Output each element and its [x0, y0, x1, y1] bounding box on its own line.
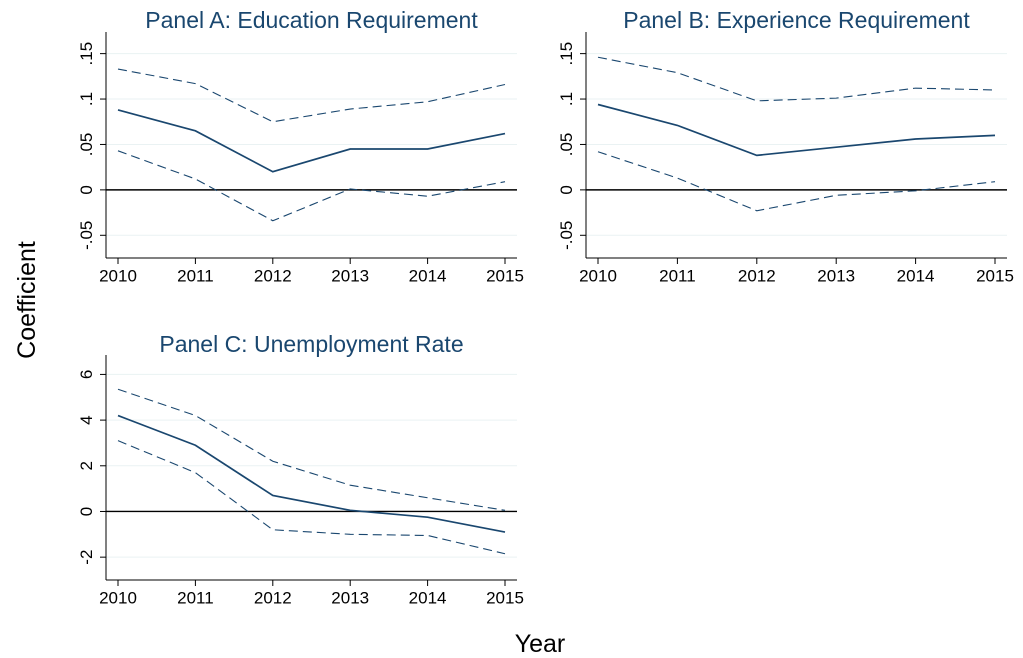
series-line	[117, 150, 506, 222]
series-line	[597, 56, 996, 102]
y-tick-label: -.05	[77, 221, 96, 250]
series-line	[117, 414, 506, 533]
y-tick-label: .1	[557, 92, 576, 106]
y-tick-label: 4	[77, 415, 96, 424]
y-tick-label: .1	[77, 92, 96, 106]
x-tick-label: 2011	[177, 266, 214, 285]
x-tick-label: 2014	[897, 266, 935, 285]
y-tick-label: -.05	[557, 221, 576, 250]
panel-title: Panel B: Experience Requirement	[623, 7, 970, 33]
series-line	[117, 440, 506, 555]
x-tick-label: 2014	[409, 266, 447, 285]
panel-title: Panel A: Education Requirement	[145, 7, 478, 33]
x-tick-label: 2013	[817, 266, 855, 285]
x-tick-label: 2011	[177, 588, 214, 607]
x-tick-label: 2015	[486, 588, 524, 607]
panel-title: Panel C: Unemployment Rate	[159, 331, 463, 357]
y-tick-label: 0	[77, 185, 96, 194]
x-tick-label: 2012	[738, 266, 776, 285]
x-tick-label: 2011	[659, 266, 696, 285]
x-tick-label: 2012	[254, 588, 292, 607]
x-tick-label: 2012	[254, 266, 292, 285]
series-line	[117, 388, 506, 511]
x-tick-label: 2010	[579, 266, 617, 285]
x-tick-label: 2015	[976, 266, 1014, 285]
y-tick-label: 0	[77, 507, 96, 516]
x-tick-label: 2010	[99, 266, 137, 285]
y-tick-label: .15	[77, 42, 96, 66]
x-tick-label: 2013	[331, 588, 369, 607]
x-tick-label: 2013	[331, 266, 369, 285]
y-tick-label: 2	[77, 461, 96, 470]
series-line	[597, 151, 996, 212]
y-tick-label: .05	[557, 133, 576, 157]
x-axis-title: Year	[515, 630, 566, 658]
y-tick-label: 0	[557, 185, 576, 194]
x-tick-label: 2014	[409, 588, 447, 607]
x-tick-label: 2010	[99, 588, 137, 607]
series-line	[597, 103, 996, 157]
series-line	[117, 109, 506, 173]
y-tick-label: .05	[77, 133, 96, 157]
series-line	[117, 68, 506, 123]
y-tick-label: .15	[557, 42, 576, 66]
y-tick-label: -2	[77, 550, 96, 565]
y-tick-label: 6	[77, 370, 96, 379]
y-axis-title: Coefficient	[13, 241, 41, 359]
x-tick-label: 2015	[486, 266, 524, 285]
